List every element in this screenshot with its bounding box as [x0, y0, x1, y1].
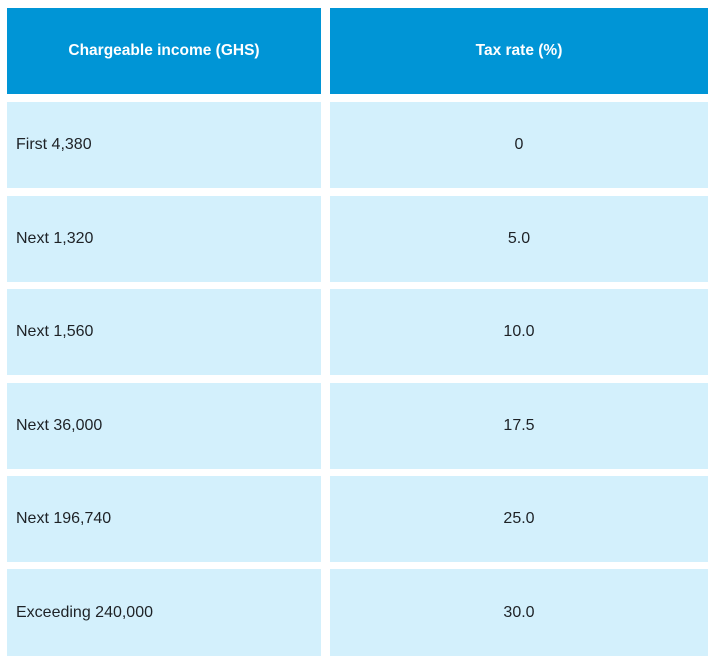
rate-cell: 5.0 [330, 196, 708, 282]
income-cell: Next 196,740 [7, 476, 321, 562]
table-row: Exceeding 240,000 30.0 [0, 569, 713, 656]
income-text: Next 1,560 [16, 323, 94, 340]
column-header-tax-rate: Tax rate (%) [330, 8, 708, 94]
rate-text: 5.0 [507, 230, 531, 247]
column-header-label: Chargeable income (GHS) [68, 42, 260, 59]
income-cell: First 4,380 [7, 102, 321, 188]
income-text: Next 1,320 [16, 230, 94, 247]
income-text: Next 36,000 [16, 417, 103, 434]
rate-text: 25.0 [503, 510, 535, 527]
column-header-label: Tax rate (%) [475, 42, 563, 59]
rate-cell: 17.5 [330, 383, 708, 469]
rate-text: 30.0 [503, 603, 535, 621]
income-text: Next 196,740 [16, 510, 112, 527]
income-cell: Next 36,000 [7, 383, 321, 469]
rate-cell: 10.0 [330, 289, 708, 375]
income-cell: Next 1,560 [7, 289, 321, 375]
rate-text: 17.5 [503, 417, 535, 434]
rate-cell: 25.0 [330, 476, 708, 562]
table-row: Next 196,740 25.0 [0, 476, 713, 562]
rate-cell: 0 [330, 102, 708, 188]
rate-text: 0 [514, 136, 524, 153]
table-header-row: Chargeable income (GHS) Tax rate (%) [0, 8, 713, 94]
table-row: Next 1,320 5.0 [0, 196, 713, 282]
table-row: Next 36,000 17.5 [0, 383, 713, 469]
rate-cell: 30.0 [330, 569, 708, 656]
income-cell: Next 1,320 [7, 196, 321, 282]
table-row: Next 1,560 10.0 [0, 289, 713, 375]
income-text: Exceeding 240,000 [16, 603, 153, 621]
rate-text: 10.0 [503, 323, 535, 340]
income-text: First 4,380 [16, 136, 92, 153]
column-header-chargeable-income: Chargeable income (GHS) [7, 8, 321, 94]
table-row: First 4,380 0 [0, 102, 713, 188]
income-cell: Exceeding 240,000 [7, 569, 321, 656]
